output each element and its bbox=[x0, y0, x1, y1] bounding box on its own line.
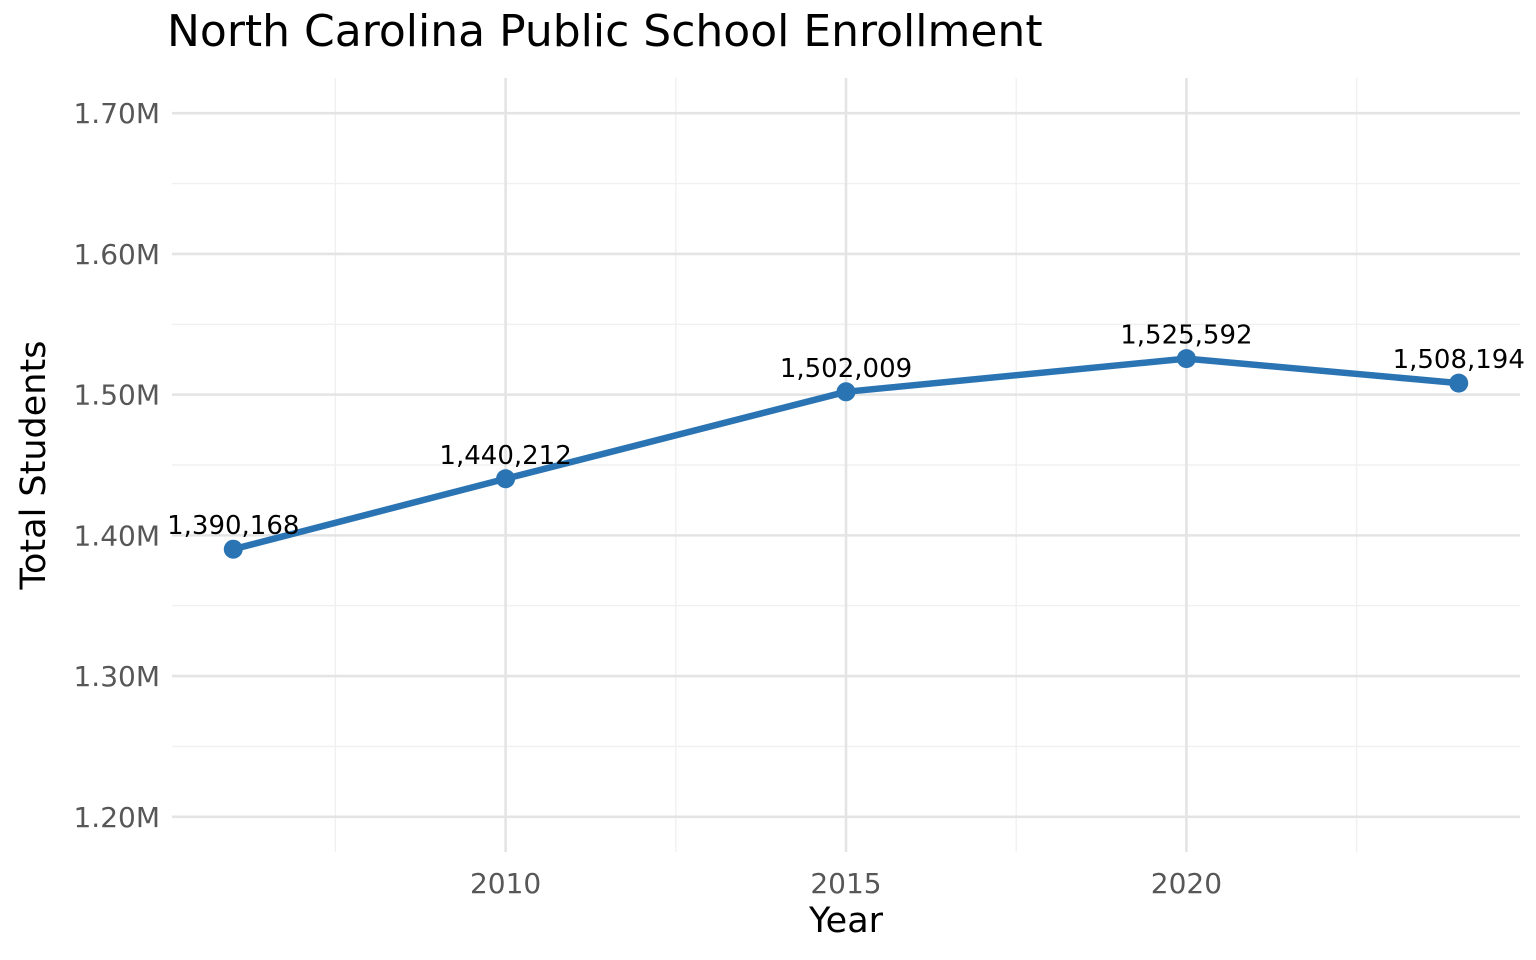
data-point-label: 1,508,194 bbox=[1393, 345, 1525, 375]
y-tick-label: 1.50M bbox=[73, 379, 160, 412]
x-axis-title: Year bbox=[808, 901, 884, 941]
data-point-label: 1,502,009 bbox=[780, 354, 912, 384]
data-point-label: 1,390,168 bbox=[167, 511, 299, 541]
chart-title: North Carolina Public School Enrollment bbox=[167, 6, 1043, 57]
y-tick-label: 1.70M bbox=[73, 97, 160, 130]
data-point-label: 1,525,592 bbox=[1120, 321, 1252, 351]
data-point bbox=[223, 539, 243, 559]
y-tick-label: 1.20M bbox=[73, 801, 160, 834]
y-tick-label: 1.60M bbox=[73, 238, 160, 271]
x-tick-label: 2015 bbox=[810, 867, 881, 900]
x-tick-label: 2010 bbox=[470, 867, 541, 900]
data-point bbox=[836, 382, 856, 402]
data-point bbox=[1449, 373, 1469, 393]
x-tick-label: 2020 bbox=[1151, 867, 1222, 900]
y-tick-label: 1.40M bbox=[73, 519, 160, 552]
y-tick-label: 1.30M bbox=[73, 660, 160, 693]
data-point-label: 1,440,212 bbox=[439, 441, 571, 471]
data-point bbox=[496, 469, 516, 489]
data-point bbox=[1176, 349, 1196, 369]
